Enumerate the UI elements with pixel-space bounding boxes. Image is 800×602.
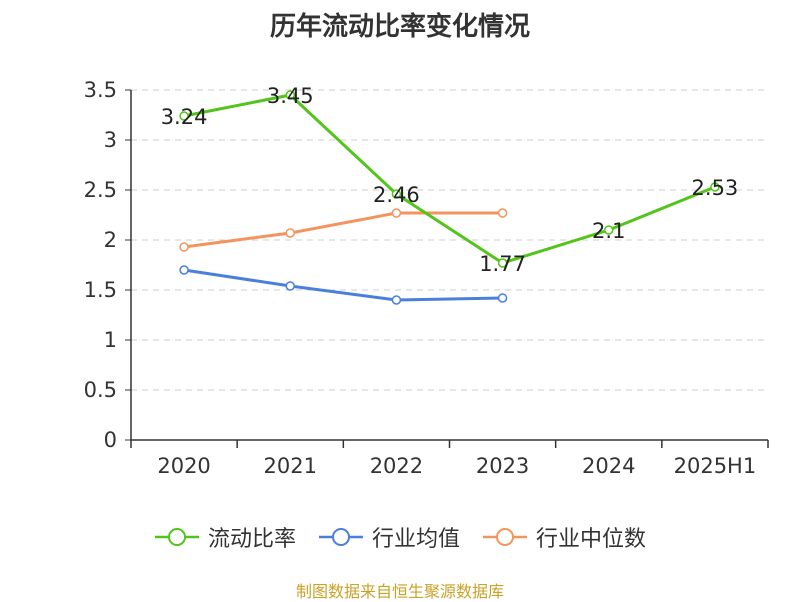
series-point xyxy=(497,258,508,268)
series-point xyxy=(285,90,295,100)
x-axis-ticks: 2020 2021 2022 2023 2024 2025H1 xyxy=(130,440,769,478)
data-label: 3.24 xyxy=(161,105,208,129)
series-point xyxy=(391,189,402,199)
series-point xyxy=(179,111,189,121)
legend: 流动比率 行业均值 行业中位数 xyxy=(0,520,800,554)
grid-lines xyxy=(131,89,768,391)
x-tick-label: 2024 xyxy=(582,454,635,478)
data-label: 2.46 xyxy=(373,183,420,207)
series-0 xyxy=(179,90,720,268)
series-point xyxy=(710,182,720,192)
y-tick-label: 2.5 xyxy=(84,178,117,202)
series-line xyxy=(183,268,503,302)
series-point xyxy=(179,265,189,275)
y-tick-label: 2 xyxy=(104,228,117,252)
legend-item-industry-average[interactable]: 行业均值 xyxy=(318,521,460,553)
x-tick-label: 2021 xyxy=(264,454,317,478)
y-tick-label: 0 xyxy=(104,428,117,452)
data-labels: 3.24 3.45 2.46 1.77 2.1 2.53 xyxy=(161,84,739,276)
legend-label-industry-average: 行业均值 xyxy=(371,527,460,552)
data-label: 3.45 xyxy=(267,84,314,108)
series-point xyxy=(497,293,508,303)
x-tick-label: 2025H1 xyxy=(674,454,757,478)
series-point xyxy=(285,228,295,238)
data-label: 1.77 xyxy=(479,252,526,276)
y-axis-ticks: 0 0.5 1 1.5 2 2.5 3 3.5 xyxy=(84,78,131,452)
data-label: 2.53 xyxy=(692,176,739,200)
series-point xyxy=(391,208,402,218)
legend-label-current-ratio: 流动比率 xyxy=(207,527,296,552)
source-note: 制图数据来自恒生聚源数据库 xyxy=(295,582,504,601)
series-point xyxy=(285,281,295,291)
legend-item-industry-median[interactable]: 行业中位数 xyxy=(482,521,646,553)
y-tick-label: 3 xyxy=(104,128,117,152)
series-2 xyxy=(179,208,508,252)
chart-title: 历年流动比率变化情况 xyxy=(269,12,530,42)
legend-label-industry-median: 行业中位数 xyxy=(536,527,647,552)
series-line xyxy=(183,93,716,265)
series-point xyxy=(179,242,189,252)
series-point xyxy=(391,295,402,305)
legend-marker-industry-average-icon xyxy=(318,528,363,546)
series-point xyxy=(497,208,508,218)
x-tick-label: 2023 xyxy=(476,454,529,478)
data-label: 2.1 xyxy=(592,219,625,243)
x-tick-label: 2022 xyxy=(370,454,423,478)
series-lines xyxy=(179,90,720,305)
y-tick-label: 0.5 xyxy=(84,378,117,402)
legend-marker-industry-median-icon xyxy=(483,528,527,546)
y-tick-label: 1 xyxy=(104,328,117,352)
series-line xyxy=(183,211,503,249)
y-tick-label: 3.5 xyxy=(84,78,117,102)
y-tick-label: 1.5 xyxy=(84,278,117,302)
legend-marker-current-ratio-icon xyxy=(154,528,199,546)
series-1 xyxy=(179,265,508,305)
series-point xyxy=(604,225,614,235)
axes xyxy=(130,90,768,441)
x-tick-label: 2020 xyxy=(157,454,210,478)
legend-item-current-ratio[interactable]: 流动比率 xyxy=(154,521,296,553)
